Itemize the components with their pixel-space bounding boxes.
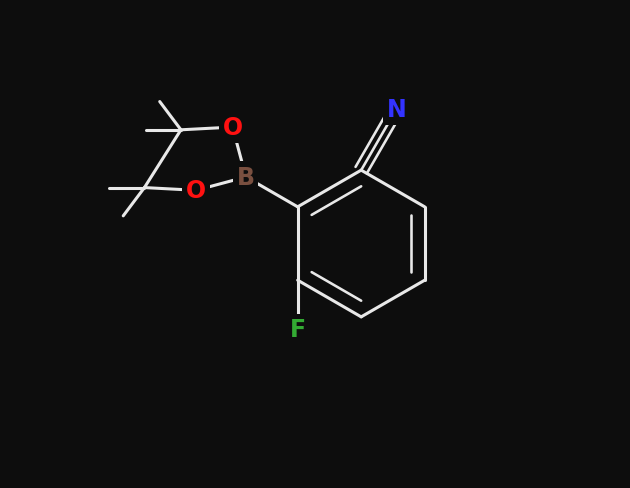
Text: F: F (290, 317, 306, 342)
Text: B: B (237, 165, 255, 189)
Text: O: O (186, 179, 206, 203)
Text: O: O (222, 116, 243, 140)
Text: N: N (387, 98, 406, 122)
